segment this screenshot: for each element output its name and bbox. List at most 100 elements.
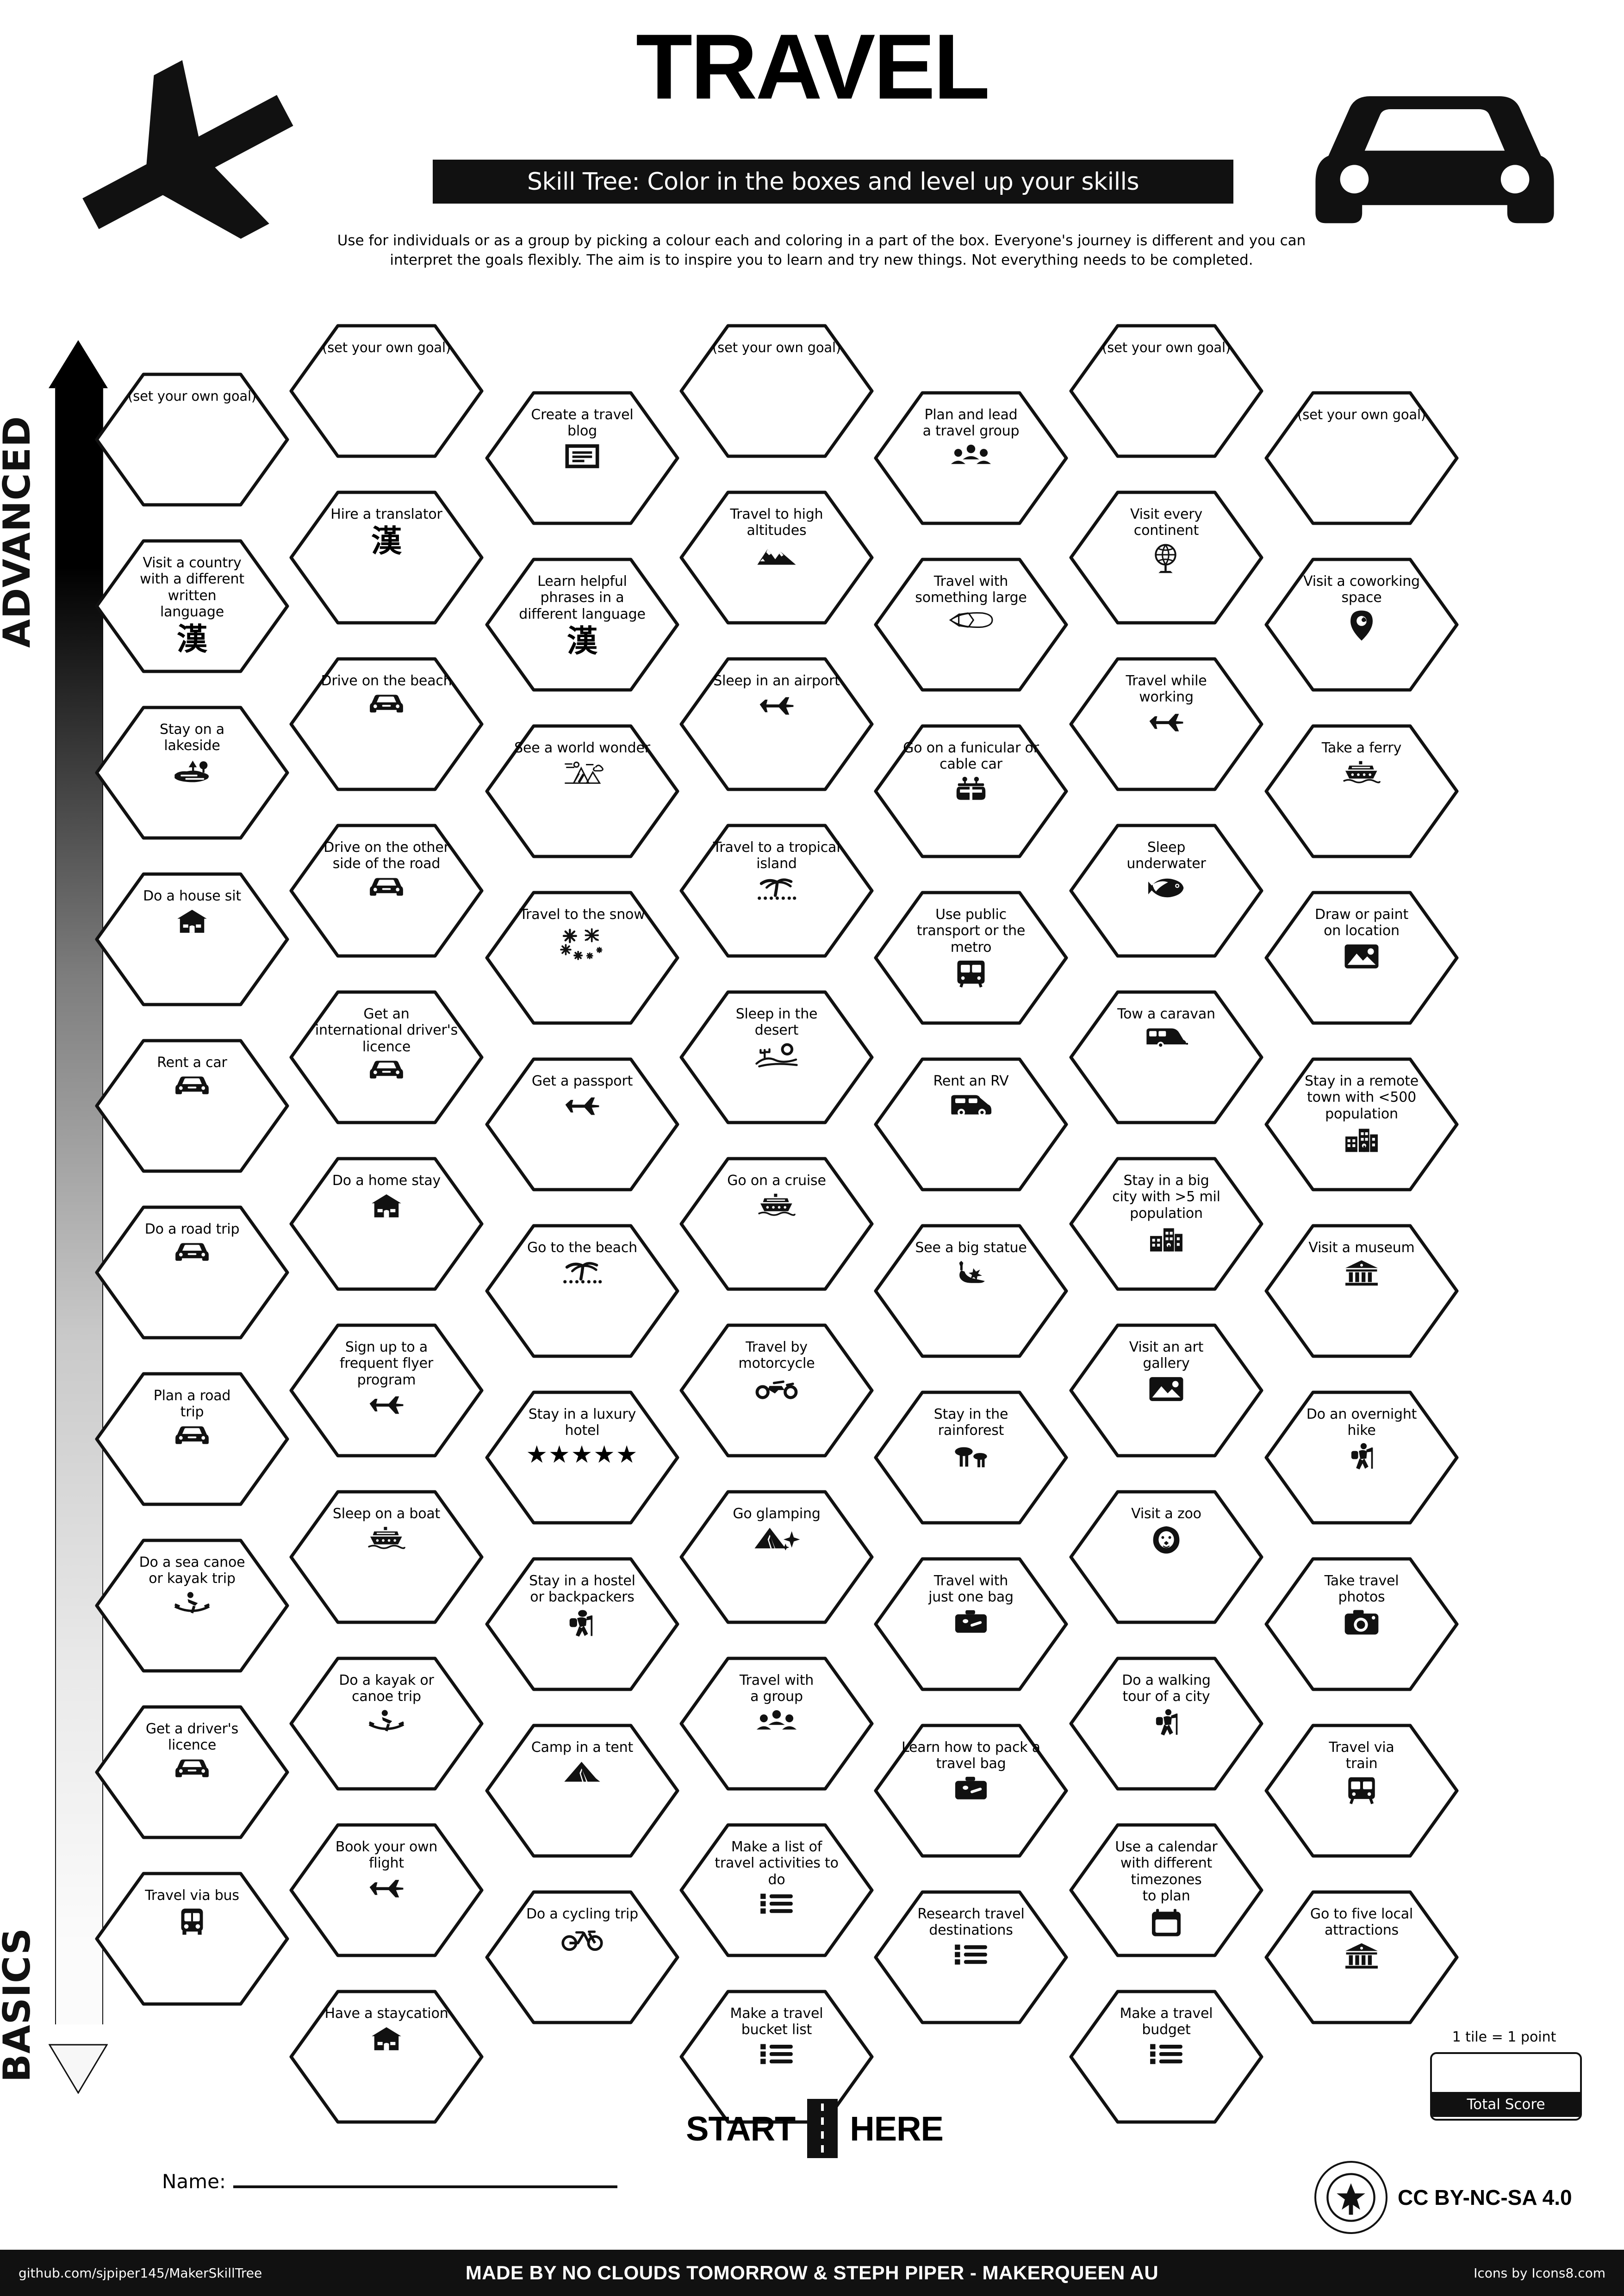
score-fill-area[interactable]: [1432, 2054, 1580, 2092]
skill-tile-body: Visit a museum: [1264, 1224, 1459, 1358]
skill-tile[interactable]: Stay in a remote town with <500 populati…: [1264, 1057, 1459, 1191]
skill-tile[interactable]: Learn helpful phrases in a different lan…: [485, 558, 679, 692]
skill-tile[interactable]: Visit a museum: [1264, 1224, 1459, 1358]
skill-tile[interactable]: Sleep in the desert: [679, 990, 874, 1124]
skill-tile[interactable]: Do a kayak or canoe trip: [289, 1657, 484, 1791]
skill-tile[interactable]: Make a travel bucket list: [679, 1990, 874, 2124]
skill-tile-label: (set your own goal): [1297, 407, 1426, 422]
skill-tile[interactable]: See a world wonder: [485, 724, 679, 858]
skill-tile[interactable]: Go on a funicular or cable car: [874, 724, 1068, 858]
skill-tile-label: Travel via train: [1329, 1739, 1394, 1772]
skill-tile[interactable]: Learn how to pack a travel bag: [874, 1724, 1068, 1858]
skill-tile[interactable]: Visit an art gallery: [1069, 1323, 1263, 1458]
skill-tile[interactable]: (set your own goal): [289, 324, 484, 458]
skill-tile[interactable]: Travel via bus: [95, 1872, 289, 2006]
skill-tile[interactable]: Visit a country with a different written…: [95, 539, 289, 673]
skill-tile[interactable]: See a big statue: [874, 1224, 1068, 1358]
skill-tile[interactable]: Stay in a hostel or backpackers: [485, 1557, 679, 1691]
skill-tile[interactable]: (set your own goal): [679, 324, 874, 458]
skill-tile[interactable]: Sleep underwater: [1069, 824, 1263, 958]
skill-tile[interactable]: Sign up to a frequent flyer program: [289, 1323, 484, 1458]
skill-tile[interactable]: (set your own goal): [95, 372, 289, 507]
city-icon: [1149, 1225, 1184, 1253]
skill-tile[interactable]: (set your own goal): [1264, 391, 1459, 525]
skill-tile[interactable]: Visit every continent: [1069, 490, 1263, 625]
skill-tile[interactable]: Travel via train: [1264, 1724, 1459, 1858]
skill-tile[interactable]: Have a staycation: [289, 1990, 484, 2124]
skill-tile[interactable]: Rent a car: [95, 1039, 289, 1173]
skill-tile[interactable]: Camp in a tent: [485, 1724, 679, 1858]
skill-tile[interactable]: Use public transport or the metro: [874, 891, 1068, 1025]
skill-tile[interactable]: Stay in a luxury hotel ★★★★★: [485, 1390, 679, 1525]
skill-tile[interactable]: Travel with a group: [679, 1657, 874, 1791]
total-score-label: Total Score: [1432, 2092, 1580, 2117]
skill-tile[interactable]: Do a walking tour of a city: [1069, 1657, 1263, 1791]
skill-tile-label: Stay on a lakeside: [160, 721, 224, 754]
skill-tile[interactable]: Draw or paint on location: [1264, 891, 1459, 1025]
skill-tile[interactable]: Drive on the beach: [289, 657, 484, 791]
skill-tile[interactable]: Visit a zoo: [1069, 1490, 1263, 1624]
footer-repo-link[interactable]: github.com/sjpiper145/MakerSkillTree: [19, 2265, 262, 2281]
skill-tile[interactable]: Do an overnight hike: [1264, 1390, 1459, 1525]
skill-tile[interactable]: Travel with something large: [874, 558, 1068, 692]
list-icon: [759, 2042, 794, 2065]
skill-tile[interactable]: Travel with just one bag: [874, 1557, 1068, 1691]
skill-tile[interactable]: Plan and lead a travel group: [874, 391, 1068, 525]
total-score-box[interactable]: Total Score: [1430, 2052, 1582, 2121]
skill-tile[interactable]: Make a travel budget: [1069, 1990, 1263, 2124]
skill-tile-label: Travel by motorcycle: [738, 1339, 815, 1372]
skill-tile[interactable]: Travel to a tropical island: [679, 824, 874, 958]
skill-tile[interactable]: Do a road trip: [95, 1205, 289, 1340]
skill-tile[interactable]: Sleep on a boat: [289, 1490, 484, 1624]
skill-tile[interactable]: Do a sea canoe or kayak trip: [95, 1539, 289, 1673]
skill-tile[interactable]: Get a passport: [485, 1057, 679, 1191]
skill-tile[interactable]: Hire a translator 漢: [289, 490, 484, 625]
skill-tile[interactable]: Tow a caravan: [1069, 990, 1263, 1124]
group-icon: [755, 1709, 798, 1734]
skill-tile[interactable]: Use a calendar with different timezones …: [1069, 1823, 1263, 1957]
skill-tile[interactable]: Rent an RV: [874, 1057, 1068, 1191]
ship-icon: [757, 1192, 796, 1218]
skill-tile-body: Take a ferry: [1264, 724, 1459, 858]
subtitle-banner: Skill Tree: Color in the boxes and level…: [433, 160, 1233, 204]
skill-tile[interactable]: Go on a cruise: [679, 1157, 874, 1291]
skill-tile[interactable]: Travel while working: [1069, 657, 1263, 791]
kayak-icon: [174, 1591, 211, 1617]
skill-tile[interactable]: Stay in a big city with >5 mil populatio…: [1069, 1157, 1263, 1291]
skill-tile[interactable]: Take a ferry: [1264, 724, 1459, 858]
skill-tile[interactable]: Travel to high altitudes: [679, 490, 874, 625]
skill-tile[interactable]: Go to five local attractions: [1264, 1890, 1459, 2024]
skill-tile[interactable]: Travel to the snow: [485, 891, 679, 1025]
skill-tile[interactable]: Take travel photos: [1264, 1557, 1459, 1691]
skill-tile-body: Rent a car: [95, 1039, 289, 1173]
skill-tile[interactable]: (set your own goal): [1069, 324, 1263, 458]
skill-tile[interactable]: Visit a coworking space: [1264, 558, 1459, 692]
skill-tile-label: Visit a zoo: [1131, 1506, 1201, 1522]
skill-tile[interactable]: Go glamping: [679, 1490, 874, 1624]
skill-tile[interactable]: Make a list of travel activities to do: [679, 1823, 874, 1957]
skill-tile[interactable]: Get a driver's licence: [95, 1705, 289, 1839]
skill-tile[interactable]: Go to the beach: [485, 1224, 679, 1358]
skill-tile[interactable]: Plan a road trip: [95, 1372, 289, 1506]
skill-tile[interactable]: Stay in the rainforest: [874, 1390, 1068, 1525]
skill-tile-label: Visit a museum: [1308, 1240, 1415, 1256]
skill-tile[interactable]: Do a house sit: [95, 872, 289, 1006]
skill-tile-body: Go on a funicular or cable car: [874, 724, 1068, 858]
footer-icons-credit[interactable]: Icons by Icons8.com: [1474, 2265, 1605, 2281]
skill-tile-body: Research travel destinations: [874, 1890, 1068, 2024]
skill-tile[interactable]: Sleep in an airport: [679, 657, 874, 791]
skill-tile[interactable]: Create a travel blog: [485, 391, 679, 525]
skill-tile[interactable]: Book your own flight: [289, 1823, 484, 1957]
skill-tile[interactable]: Do a home stay: [289, 1157, 484, 1291]
skill-tile[interactable]: Do a cycling trip: [485, 1890, 679, 2024]
skill-tile[interactable]: Stay on a lakeside: [95, 706, 289, 840]
skill-tile[interactable]: Get an international driver's licence: [289, 990, 484, 1124]
name-field[interactable]: Name:: [162, 2170, 618, 2193]
skill-tile-body: Go on a cruise: [679, 1157, 874, 1291]
skill-tile[interactable]: Travel by motorcycle: [679, 1323, 874, 1458]
statue-icon: [952, 1260, 990, 1286]
skill-tile[interactable]: Drive on the other side of the road: [289, 824, 484, 958]
name-input-line[interactable]: [233, 2185, 618, 2188]
skill-tile[interactable]: Research travel destinations: [874, 1890, 1068, 2024]
skill-tile-label: Use public transport or the metro: [916, 906, 1026, 956]
